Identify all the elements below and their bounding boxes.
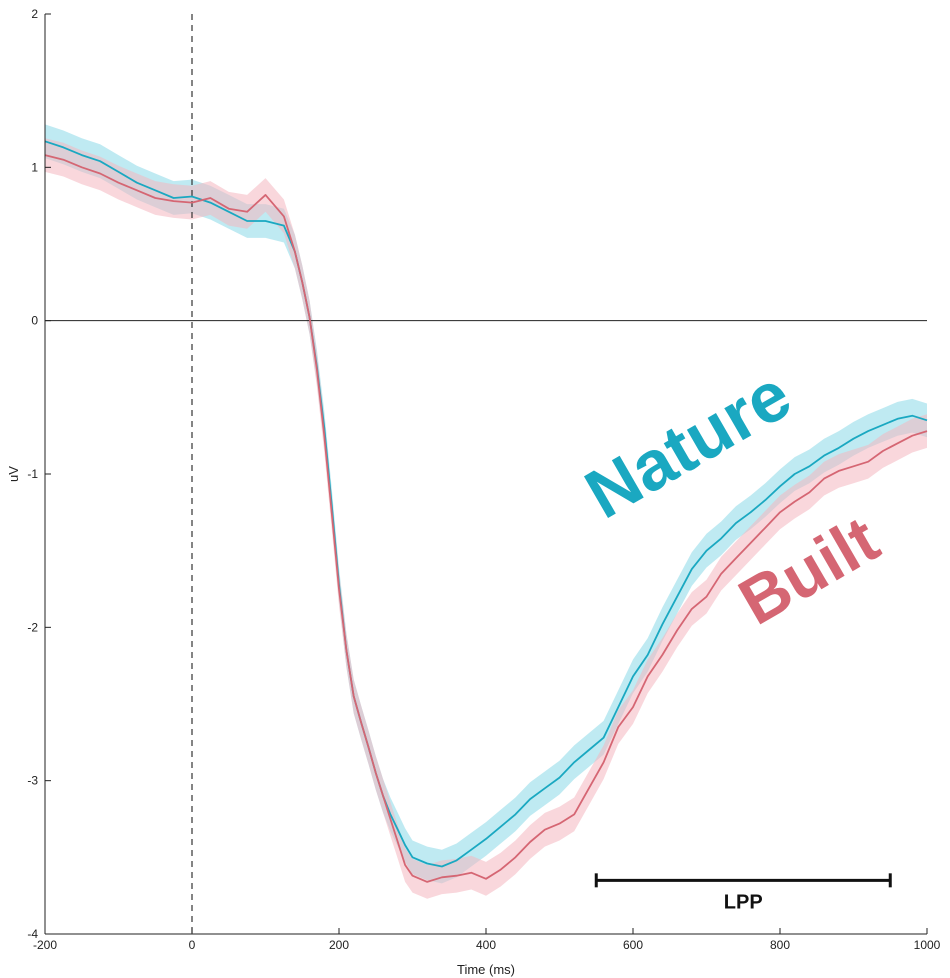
y-tick-label: -3 xyxy=(27,774,38,788)
x-tick-label: 200 xyxy=(329,938,349,952)
y-tick-label: -2 xyxy=(27,620,38,634)
axes: -4 -3 -2 -1 0 1 2 -200 0 200 400 600 800 1000 Time (ms… xyxy=(6,7,941,977)
x-axis-title: Time (ms) xyxy=(457,962,515,977)
band-built xyxy=(45,138,927,899)
x-tick-label: 600 xyxy=(623,938,643,952)
series-line-built xyxy=(44,154,928,883)
series-line-nature xyxy=(44,140,928,868)
y-tick-label: 2 xyxy=(31,7,38,21)
x-tick-label: -200 xyxy=(33,938,57,952)
x-tick-label: 0 xyxy=(189,938,196,952)
lpp-label: LPP xyxy=(724,891,763,913)
band-nature xyxy=(45,124,927,884)
y-tick-label: 0 xyxy=(31,314,38,328)
x-tick-label: 1000 xyxy=(914,938,941,952)
x-tick-label: 400 xyxy=(476,938,496,952)
reference-lines xyxy=(45,14,927,934)
y-tick-label: -4 xyxy=(27,927,38,941)
y-tick-label: 1 xyxy=(31,160,38,174)
y-tick-label: -1 xyxy=(27,467,38,481)
x-tick-label: 800 xyxy=(770,938,790,952)
confidence-bands xyxy=(45,124,927,899)
series-lines xyxy=(44,140,928,883)
y-axis-title: uV xyxy=(6,466,21,482)
annotations: LPP xyxy=(594,873,892,913)
